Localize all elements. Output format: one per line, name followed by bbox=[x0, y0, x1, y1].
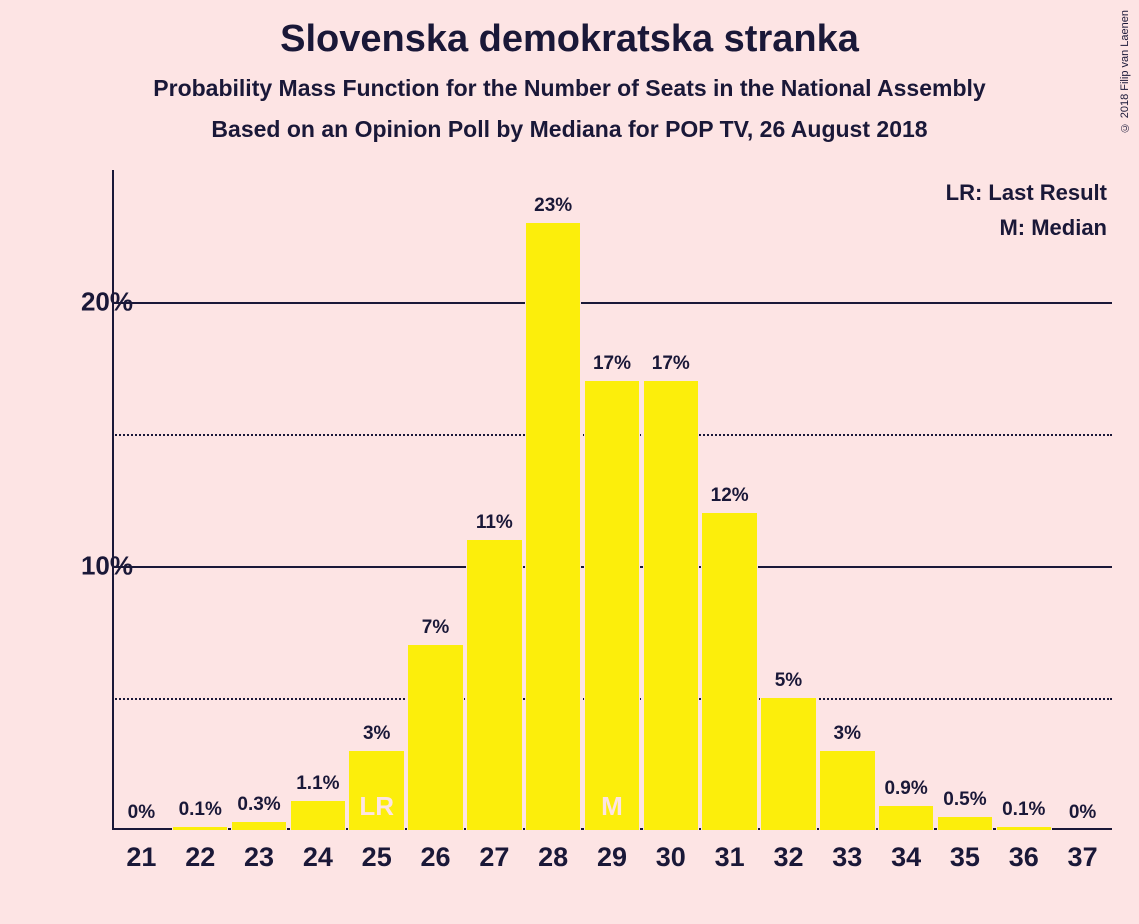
bar-value-label: 1.1% bbox=[290, 773, 346, 795]
bar: LR bbox=[348, 751, 404, 830]
x-tick-label: 21 bbox=[126, 842, 156, 873]
x-tick-label: 34 bbox=[891, 842, 921, 873]
x-tick-label: 27 bbox=[479, 842, 509, 873]
bar-value-label: 7% bbox=[407, 617, 463, 639]
bar-value-label: 0% bbox=[113, 802, 169, 824]
bar-value-label: 5% bbox=[760, 670, 816, 692]
bar bbox=[819, 751, 875, 830]
chart-subtitle-1: Probability Mass Function for the Number… bbox=[0, 75, 1139, 102]
chart-title: Slovenska demokratska stranka bbox=[0, 0, 1139, 61]
x-tick-label: 25 bbox=[362, 842, 392, 873]
bar bbox=[643, 381, 699, 830]
bar-value-label: 17% bbox=[643, 353, 699, 375]
bar bbox=[407, 645, 463, 830]
bar bbox=[525, 223, 581, 830]
bar bbox=[172, 827, 228, 830]
bar-chart: 0%210.1%220.3%231.1%24LR3%257%2611%2723%… bbox=[112, 170, 1112, 830]
bar-value-label: 0.5% bbox=[937, 789, 993, 811]
x-tick-label: 31 bbox=[715, 842, 745, 873]
bar-value-label: 0.1% bbox=[996, 799, 1052, 821]
bar: M bbox=[584, 381, 640, 830]
bar-value-label: 0.3% bbox=[231, 794, 287, 816]
x-tick-label: 29 bbox=[597, 842, 627, 873]
bar bbox=[996, 827, 1052, 830]
copyright-text: © 2018 Filip van Laenen bbox=[1119, 10, 1131, 133]
bar bbox=[937, 817, 993, 830]
bar bbox=[878, 806, 934, 830]
bar-value-label: 17% bbox=[584, 353, 640, 375]
bar-value-label: 11% bbox=[466, 512, 522, 534]
x-tick-label: 32 bbox=[773, 842, 803, 873]
bar-annotation: LR bbox=[349, 791, 403, 822]
bar-value-label: 0% bbox=[1054, 802, 1110, 824]
bar-value-label: 3% bbox=[348, 723, 404, 745]
x-tick-label: 24 bbox=[303, 842, 333, 873]
bar-value-label: 23% bbox=[525, 195, 581, 217]
bar-value-label: 3% bbox=[819, 723, 875, 745]
x-tick-label: 26 bbox=[420, 842, 450, 873]
x-tick-label: 37 bbox=[1068, 842, 1098, 873]
x-tick-label: 33 bbox=[832, 842, 862, 873]
y-axis bbox=[112, 170, 114, 830]
bar bbox=[701, 513, 757, 830]
x-tick-label: 36 bbox=[1009, 842, 1039, 873]
bar-value-label: 12% bbox=[701, 485, 757, 507]
bar-annotation: M bbox=[585, 791, 639, 822]
bar-value-label: 0.1% bbox=[172, 799, 228, 821]
chart-subtitle-2: Based on an Opinion Poll by Mediana for … bbox=[0, 116, 1139, 143]
x-tick-label: 22 bbox=[185, 842, 215, 873]
x-tick-label: 30 bbox=[656, 842, 686, 873]
y-tick-label: 20% bbox=[81, 287, 133, 318]
bar bbox=[466, 540, 522, 830]
bar bbox=[760, 698, 816, 830]
x-tick-label: 23 bbox=[244, 842, 274, 873]
bar bbox=[231, 822, 287, 830]
bar bbox=[290, 801, 346, 830]
bar-value-label: 0.9% bbox=[878, 778, 934, 800]
x-tick-label: 35 bbox=[950, 842, 980, 873]
y-tick-label: 10% bbox=[81, 551, 133, 582]
gridline-major bbox=[112, 302, 1112, 304]
x-tick-label: 28 bbox=[538, 842, 568, 873]
